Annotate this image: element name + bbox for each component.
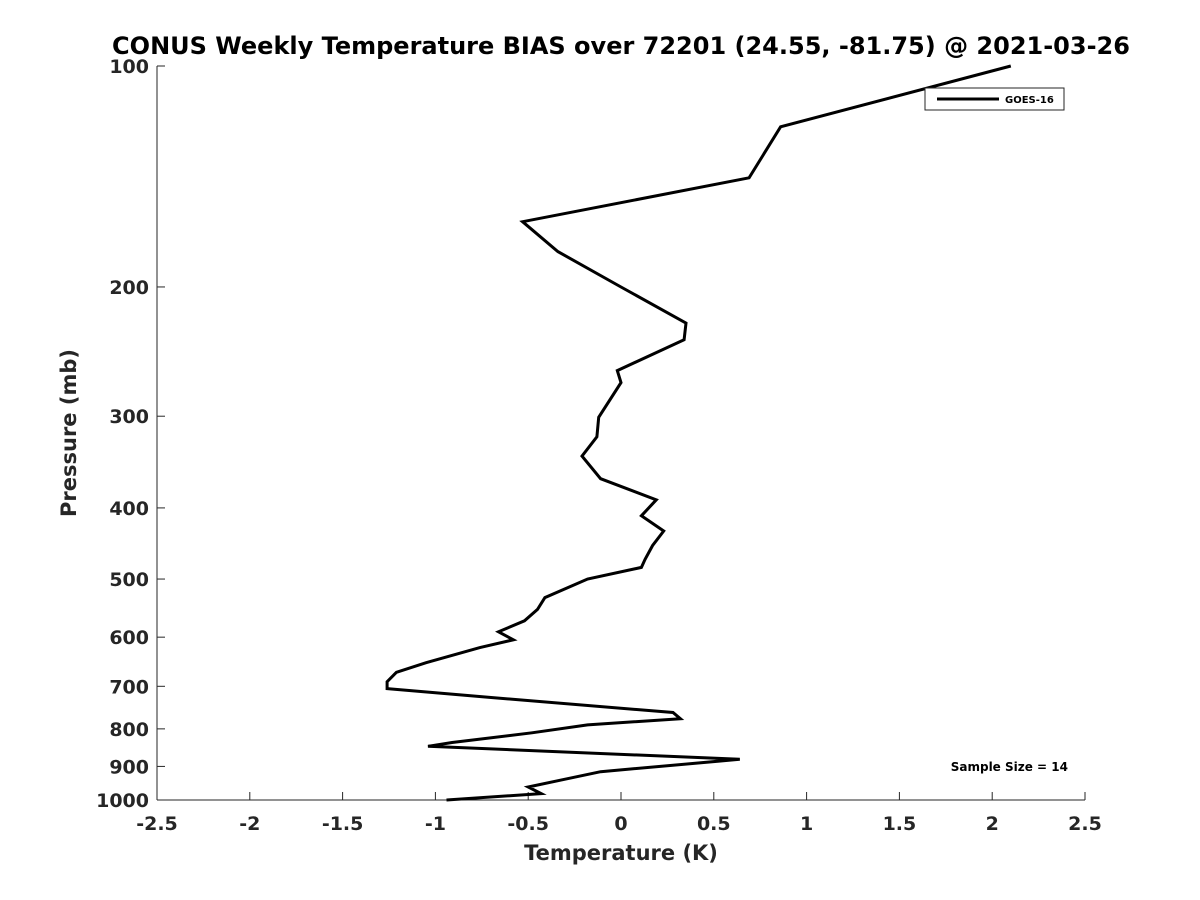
x-tick-label: -1.5	[322, 813, 364, 835]
y-tick-label: 700	[109, 676, 149, 698]
x-tick-label: 2.5	[1068, 813, 1102, 835]
x-tick-label: -2.5	[136, 813, 178, 835]
y-tick-label: 500	[109, 569, 149, 591]
x-tick-label: 2	[986, 813, 999, 835]
axes	[156, 66, 1085, 801]
y-tick-label: 100	[109, 56, 149, 78]
x-tick-label: 0.5	[697, 813, 731, 835]
x-tick-label: -1	[425, 813, 446, 835]
y-tick-label: 300	[109, 406, 149, 428]
legend-label: GOES-16	[1005, 95, 1054, 106]
legend: GOES-16	[924, 87, 1065, 111]
chart-title: CONUS Weekly Temperature BIAS over 72201…	[112, 32, 1130, 60]
x-tick-label: -0.5	[507, 813, 549, 835]
y-ticks: 100 200 300 400 500 600 700 800 900 1000	[96, 56, 165, 812]
x-axis-label: Temperature (K)	[524, 841, 718, 865]
x-tick-label: -2	[239, 813, 260, 835]
sample-size-annotation: Sample Size = 14	[951, 760, 1068, 774]
series-group	[385, 64, 1012, 802]
x-ticks: -2.5 -2 -1.5 -1 -0.5 0 0.5 1 1.5 2 2.5	[136, 792, 1102, 835]
y-tick-label: 900	[109, 756, 149, 778]
y-tick-label: 600	[109, 627, 149, 649]
x-tick-label: 1.5	[883, 813, 917, 835]
x-tick-label: 0	[614, 813, 627, 835]
y-axis-label: Pressure (mb)	[57, 349, 81, 517]
y-tick-label: 400	[109, 498, 149, 520]
y-tick-label: 1000	[96, 790, 149, 812]
y-tick-label: 800	[109, 719, 149, 741]
x-tick-label: 1	[800, 813, 813, 835]
y-tick-label: 200	[109, 277, 149, 299]
series-line-goes-16	[385, 64, 1012, 802]
